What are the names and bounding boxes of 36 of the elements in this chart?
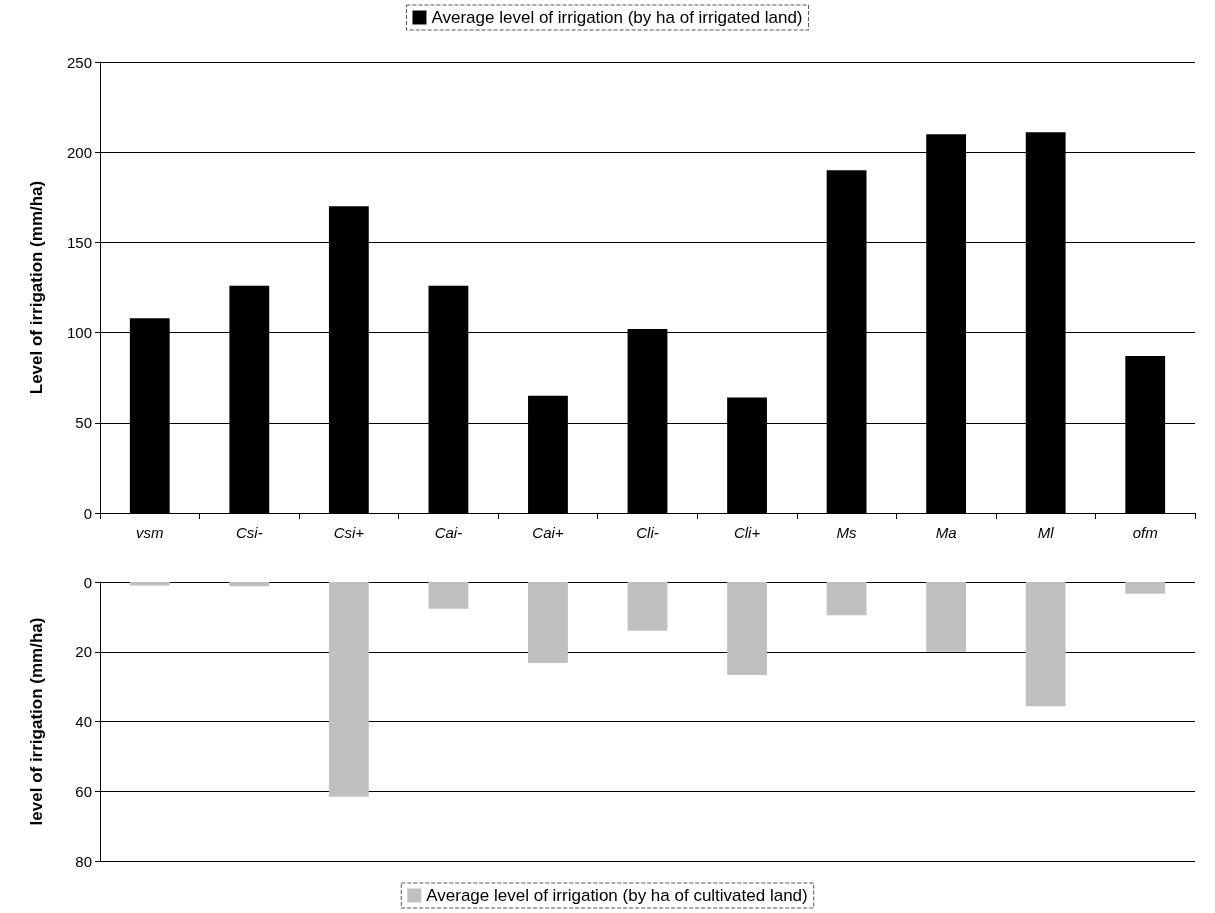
y-axis-title: Level of irrigation (mm/ha) — [27, 180, 46, 395]
x-tick-label: Cai+ — [532, 524, 564, 541]
y-tick-label: 20 — [75, 643, 92, 661]
bar — [826, 582, 867, 616]
y-tick-label: 40 — [75, 713, 92, 730]
y-tick-label: 200 — [66, 143, 92, 161]
y-tick-label: 0 — [83, 504, 92, 522]
y-tick-label: 250 — [66, 53, 92, 71]
x-tick-label: Cai- — [434, 524, 463, 541]
y-axis-title: level of irrigation (mm/ha) — [27, 617, 46, 826]
x-tick-label: Cli- — [636, 524, 659, 541]
y-tick-label: 150 — [66, 233, 92, 251]
y-tick-label: 50 — [75, 414, 92, 432]
x-tick-label: Csi- — [235, 524, 263, 541]
bar — [1125, 582, 1166, 594]
x-tick-label: Ma — [935, 524, 957, 541]
bar — [428, 582, 469, 609]
bar — [328, 582, 369, 797]
y-tick-label: 60 — [75, 782, 92, 800]
x-tick-label: ofm — [1132, 524, 1158, 541]
x-tick-label: Csi+ — [333, 524, 365, 541]
legend-label: Average level of irrigation (by ha of cultivated land) — [426, 886, 808, 905]
bar — [727, 582, 767, 676]
bar — [1025, 582, 1066, 707]
bar — [926, 582, 967, 652]
x-tick-label: Ms — [836, 524, 858, 541]
bar — [528, 582, 568, 663]
x-tick-label: Cli+ — [733, 524, 761, 541]
bar — [627, 582, 668, 631]
bar — [229, 582, 270, 587]
y-tick-label: 80 — [75, 852, 92, 870]
y-tick-label: 0 — [83, 573, 92, 591]
x-tick-label: Ml — [1037, 524, 1055, 541]
y-tick-label: 100 — [66, 324, 92, 342]
legend-label: Average level of irrigation (by ha of irrigated land) — [431, 8, 803, 27]
x-tick-label: vsm — [136, 524, 164, 541]
